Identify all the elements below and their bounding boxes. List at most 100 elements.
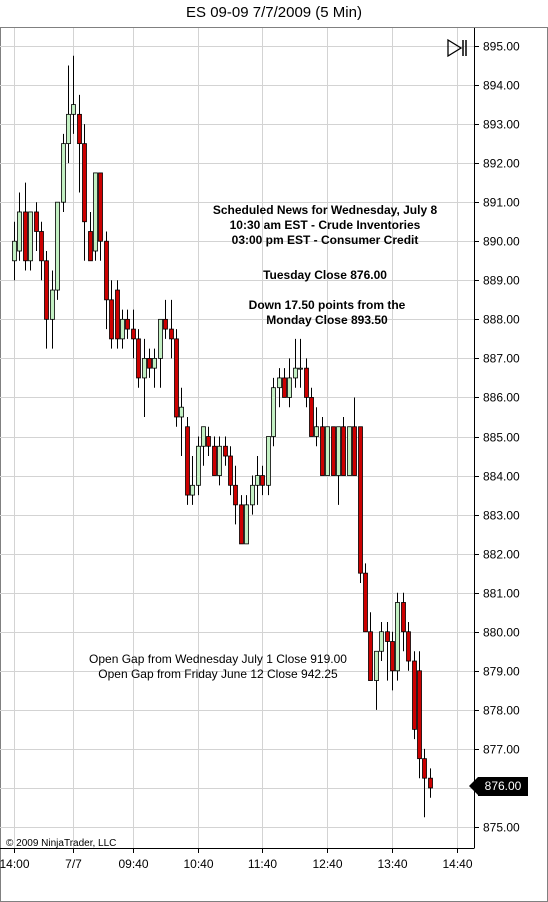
candle-down: [417, 670, 422, 760]
candle-down: [390, 641, 395, 672]
candle-down: [341, 426, 346, 476]
candle-down: [412, 660, 417, 730]
candle-down: [147, 357, 152, 369]
candle-down: [185, 426, 190, 496]
x-tick-label: 14:00: [0, 857, 30, 871]
y-tick-label: 880.00: [483, 626, 520, 640]
y-tick-label: 887.00: [483, 352, 520, 366]
chart-title: ES 09-09 7/7/2009 (5 Min): [186, 4, 362, 21]
candle-up: [293, 367, 298, 379]
y-tick-label: 889.00: [483, 274, 520, 288]
candle-down: [163, 318, 168, 330]
y-tick-label: 895.00: [483, 40, 520, 54]
candle-up: [287, 377, 292, 398]
play-to-end-icon[interactable]: [446, 38, 468, 58]
x-tick-label: 10:40: [183, 857, 213, 871]
news-title: Scheduled News for Wednesday, July 8: [212, 203, 438, 217]
candle-down: [44, 260, 49, 320]
candle-down: [233, 484, 238, 506]
candle-down: [331, 426, 336, 476]
candle-up: [379, 631, 384, 652]
news-line-2: 03:00 pm EST - Consumer Credit: [231, 233, 419, 247]
last-price-marker: 876.00: [469, 777, 528, 796]
candle-down: [98, 172, 103, 242]
candle-up: [250, 484, 255, 506]
candle-down: [385, 631, 390, 642]
y-tick-label: 890.00: [483, 235, 520, 249]
x-tick-label: 7/7: [65, 857, 82, 871]
x-tick-label: 12:40: [312, 857, 342, 871]
candle-up: [217, 445, 222, 476]
news-annotation: Scheduled News for Wednesday, July 8 10:…: [196, 203, 454, 248]
candle-up: [28, 211, 33, 262]
candle-down: [228, 455, 233, 486]
candle-down: [169, 328, 174, 340]
grid-lines: [0, 28, 474, 848]
y-tick-label: 879.00: [483, 665, 520, 679]
candle-down: [282, 377, 287, 398]
candle-up: [325, 426, 330, 476]
candle-down: [320, 426, 325, 476]
candle-up: [255, 475, 260, 486]
y-tick-label: 881.00: [483, 587, 520, 601]
y-tick-label: 885.00: [483, 431, 520, 445]
candle-up: [277, 377, 282, 389]
candle-down: [260, 475, 265, 486]
x-tick-label: 11:40: [248, 857, 277, 871]
candle-up: [12, 240, 17, 262]
x-tick-label: 09:40: [118, 857, 148, 871]
candle-down: [88, 231, 93, 262]
copyright-text: © 2009 NinjaTrader, LLC: [6, 838, 117, 849]
candle-down: [115, 289, 120, 340]
candle-up: [374, 650, 379, 681]
candle-down: [131, 328, 136, 340]
y-tick-label: 878.00: [483, 704, 520, 718]
candle-down: [82, 143, 87, 223]
y-tick-label: 894.00: [483, 79, 520, 93]
y-axis-ticks: 895.00 894.00 893.00 892.00 891.00 890.00 889.…: [474, 40, 520, 835]
candle-up: [395, 602, 400, 672]
candle-up: [152, 357, 157, 369]
y-tick-label: 891.00: [483, 196, 520, 210]
candle-up: [93, 172, 98, 252]
candle-down: [109, 299, 114, 340]
candle-up: [120, 318, 125, 340]
close-annotation: Tuesday Close 876.00: [263, 268, 387, 282]
y-tick-label: 884.00: [483, 470, 520, 484]
candle-down: [363, 572, 368, 633]
candle-up: [50, 289, 55, 320]
candle-down: [352, 426, 357, 476]
y-tick-label: 892.00: [483, 157, 520, 171]
candle-up: [179, 406, 184, 418]
candle-down: [212, 445, 217, 476]
y-tick-label: 882.00: [483, 548, 520, 562]
candle-up: [66, 113, 71, 145]
x-tick-label: 13:40: [377, 857, 407, 871]
candle-up: [266, 436, 271, 486]
down-line-1: Down 17.50 points from the: [248, 298, 406, 312]
candle-down: [239, 504, 244, 545]
gap-line-1: Open Gap from Wednesday July 1 Close 919…: [89, 652, 347, 666]
candle-up: [196, 445, 201, 486]
y-tick-label: 888.00: [483, 313, 520, 327]
candle-down: [406, 631, 411, 662]
candle-up: [17, 211, 22, 252]
candle-up: [347, 426, 352, 476]
candle-up: [314, 426, 319, 437]
candle-up: [142, 357, 147, 379]
gap-line-2: Open Gap from Friday June 12 Close 942.2…: [98, 667, 338, 681]
candle-down: [358, 426, 363, 574]
candle-down: [34, 211, 39, 232]
news-line-1: 10:30 am EST - Crude Inventories: [229, 218, 421, 232]
x-tick-label: 14:40: [442, 857, 472, 871]
candle-up: [190, 484, 195, 496]
candle-up: [298, 367, 303, 370]
candle-down: [401, 602, 406, 633]
candle-down: [368, 631, 373, 681]
candle-down: [39, 231, 44, 262]
candle-down: [428, 777, 433, 789]
x-axis-ticks: 14:00 7/7 09:40 10:40 11:40 12:40 13:40 14:40: [0, 848, 473, 871]
candle-down: [304, 367, 309, 398]
